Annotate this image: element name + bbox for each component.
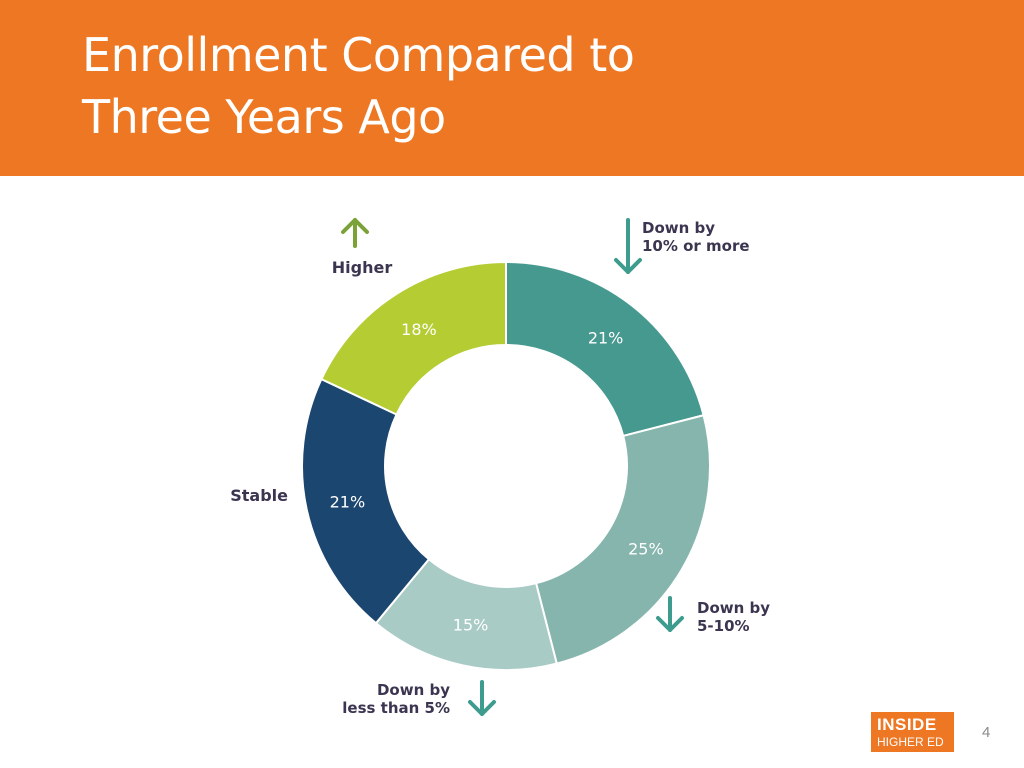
page-number: 4: [982, 724, 991, 741]
logo-text-higher-ed: HIGHER ED: [877, 735, 944, 749]
slide-title-line-2: Three Years Ago: [82, 90, 446, 144]
slice-value-label-down-by-less-than-5pct: 15%: [453, 616, 489, 635]
slice-value-label-down-by-5-10pct: 25%: [628, 540, 664, 559]
logo-text-inside: INSIDE: [877, 715, 937, 734]
arrow-down-icon-down-by-10pct-or-more: [614, 218, 642, 274]
slice-value-label-higher: 18%: [401, 320, 437, 339]
donut-slice-down-by-5-10pct: [534, 414, 711, 665]
donut-slice-down-by-10pct-or-more: [505, 260, 705, 438]
slide-title-line-1: Enrollment Compared to: [82, 28, 635, 82]
category-label-higher-line-1: Higher: [332, 258, 393, 277]
title-banner: Enrollment Compared to Three Years Ago: [0, 0, 1024, 176]
slice-value-label-stable: 21%: [330, 492, 366, 511]
category-label-down-by-less-than-5pct-line-2: less than 5%: [342, 699, 450, 717]
category-label-down-by-5-10pct-line-2: 5-10%: [697, 617, 750, 635]
arrow-down-icon-down-by-less-than-5pct: [468, 680, 496, 716]
category-label-down-by-10pct-or-more-line-2: 10% or more: [642, 237, 750, 255]
category-label-down-by-10pct-or-more-line-1: Down by: [642, 219, 715, 237]
slice-value-label-down-by-10pct-or-more: 21%: [588, 329, 624, 348]
donut-slice-higher: [320, 260, 507, 416]
inside-higher-ed-logo: INSIDE HIGHER ED: [871, 712, 954, 752]
category-label-down-by-less-than-5pct-line-1: Down by: [377, 681, 450, 699]
donut-slice-stable: [301, 377, 431, 625]
category-label-down-by-5-10pct-line-1: Down by: [697, 599, 770, 617]
arrow-down-icon-down-by-5-10pct: [656, 596, 684, 632]
arrow-up-icon-higher: [341, 218, 369, 248]
slide-title: Enrollment Compared to Three Years Ago: [82, 24, 635, 148]
category-label-stable-line-1: Stable: [230, 486, 288, 505]
